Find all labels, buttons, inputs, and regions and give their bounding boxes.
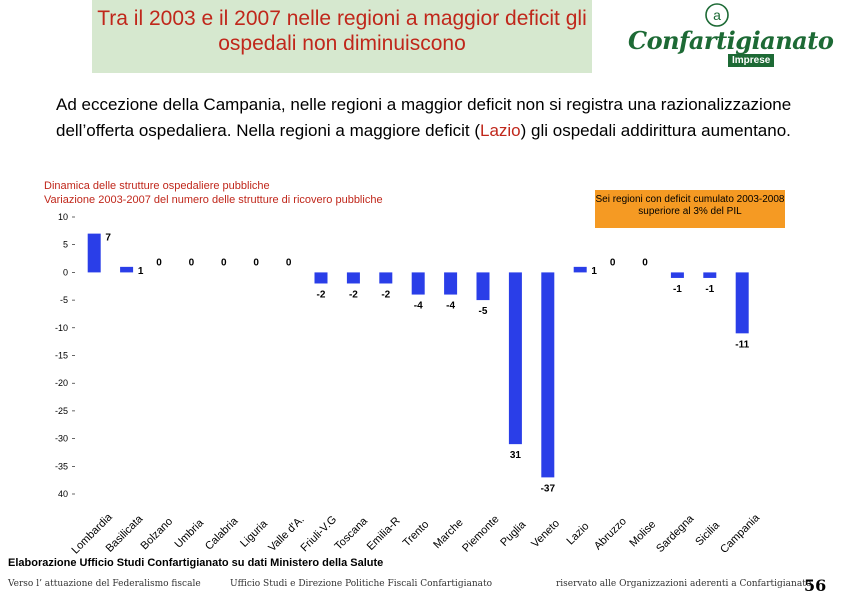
y-tick-label: 0 — [63, 267, 68, 277]
bar — [735, 272, 749, 334]
y-tick-label: -15 — [55, 351, 68, 361]
data-label: 0 — [156, 257, 162, 268]
footer-right: riservato alle Organizzazioni aderenti a… — [556, 579, 812, 589]
data-label: -5 — [479, 306, 488, 317]
category-label: Campania — [718, 511, 763, 555]
data-label: 7 — [105, 233, 111, 244]
category-label: Molise — [627, 518, 658, 549]
data-label: 1 — [591, 266, 597, 277]
y-tick-label: -25 — [55, 406, 68, 416]
bar — [314, 272, 328, 284]
lead-text-before: Ad eccezione della Campania, nelle regio… — [56, 95, 792, 140]
data-label: -2 — [349, 289, 358, 300]
y-tick-label: 10 — [58, 212, 68, 222]
chart-title: Dinamica delle strutture ospedaliere pub… — [44, 179, 383, 207]
category-label: Puglia — [498, 518, 529, 549]
data-label: -37 — [541, 483, 556, 494]
logo-wordmark: Confartigianato — [628, 26, 834, 55]
source-note: Elaborazione Ufficio Studi Confartigiana… — [8, 557, 384, 569]
data-label: -4 — [446, 301, 455, 312]
category-label: Abruzzo — [592, 515, 629, 552]
title-background — [92, 0, 592, 73]
category-label: Emilia-R — [365, 515, 403, 553]
data-label: 0 — [642, 257, 648, 268]
data-label: -4 — [414, 301, 423, 312]
bar — [541, 272, 555, 478]
y-tick-label: 40 — [58, 489, 68, 499]
deficit-note: Sei regioni con deficit cumulato 2003-20… — [595, 190, 785, 228]
bar — [703, 272, 717, 278]
svg-text:a: a — [713, 7, 721, 23]
bar-chart: 1050-5-10-15-20-25-30-35407Lombardia1Bas… — [55, 212, 763, 555]
bar — [670, 272, 684, 278]
data-label: -11 — [735, 339, 749, 350]
category-label: Umbria — [173, 516, 207, 550]
bar — [476, 272, 490, 301]
data-label: 0 — [286, 257, 292, 268]
y-tick-label: -10 — [55, 323, 68, 333]
bar — [379, 272, 393, 284]
category-label: Lazio — [565, 520, 592, 547]
lead-highlight: Lazio — [479, 121, 521, 140]
category-label: Calabria — [203, 515, 241, 553]
bar — [444, 272, 458, 295]
y-tick-label: -30 — [55, 434, 68, 444]
chart-title-line2: Variazione 2003-2007 del numero delle st… — [44, 194, 383, 206]
logo-subtitle: Imprese — [728, 54, 775, 67]
logo: a — [594, 0, 842, 73]
bar — [573, 266, 587, 273]
data-label: -1 — [673, 284, 682, 295]
category-label: Sardegna — [654, 512, 697, 555]
y-tick-label: 5 — [63, 240, 68, 250]
bar — [411, 272, 425, 295]
data-label: 0 — [221, 257, 227, 268]
bar — [508, 272, 522, 445]
bar — [87, 233, 101, 273]
footer-center: Ufficio Studi e Direzione Politiche Fisc… — [230, 579, 493, 589]
at-sign-icon: a — [705, 3, 729, 27]
data-label: 1 — [138, 266, 144, 277]
data-label: -1 — [705, 284, 714, 295]
page-number: 56 — [804, 576, 827, 595]
slide-title: Tra il 2003 e il 2007 nelle regioni a ma… — [97, 7, 587, 55]
lead-text-after: ) gli ospedali addirittura aumentano. — [520, 121, 791, 140]
bar — [346, 272, 360, 284]
category-label: Trento — [401, 519, 432, 550]
lead-paragraph: Ad eccezione della Campania, nelle regio… — [56, 92, 796, 144]
data-label: -2 — [317, 289, 326, 300]
y-tick-label: -5 — [60, 295, 68, 305]
chart-title-line1: Dinamica delle strutture ospedaliere pub… — [44, 180, 270, 192]
category-label: Friuli-V.G — [299, 514, 340, 555]
data-label: 0 — [189, 257, 195, 268]
data-label: 0 — [253, 257, 259, 268]
y-tick-label: -20 — [55, 378, 68, 388]
bar — [120, 266, 134, 273]
category-label: Piemonte — [460, 513, 501, 554]
category-label: Toscana — [333, 515, 371, 553]
data-label: 0 — [610, 257, 616, 268]
y-tick-label: -35 — [55, 461, 68, 471]
category-label: Veneto — [529, 518, 562, 551]
data-label: 31 — [510, 450, 522, 461]
data-label: -2 — [381, 289, 390, 300]
category-label: Sicilia — [693, 519, 722, 548]
footer-left: Verso l’ attuazione del Federalismo fisc… — [8, 579, 201, 589]
